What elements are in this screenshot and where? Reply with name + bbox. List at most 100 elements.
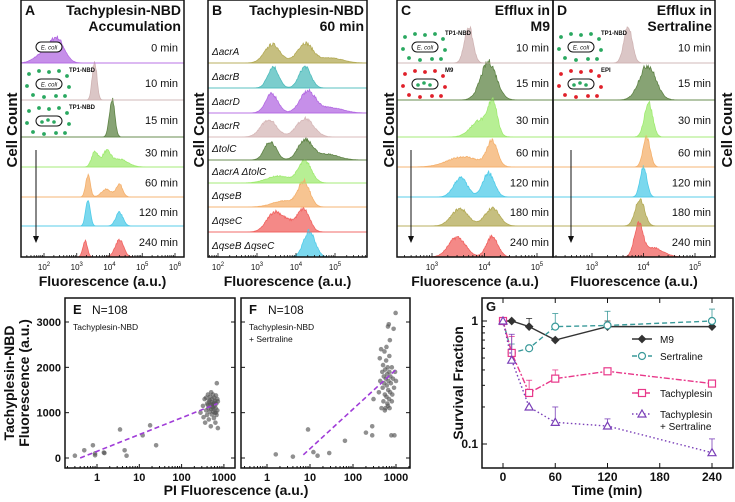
x-tick-label: 180 [650, 470, 670, 484]
y-tick-label: 0 [55, 453, 61, 465]
data-point [369, 433, 375, 438]
y-axis-label: Tachyplesin-NBD [1, 326, 17, 441]
x-tick-label: 240 [702, 470, 722, 484]
e-coli-cell-icon: E. coli TP1-NBD [557, 31, 628, 62]
molecule-dot [423, 70, 427, 74]
panel-title: M9 [531, 18, 551, 34]
data-point [369, 423, 375, 429]
x-tick-label: 1000 [384, 472, 408, 484]
data-point [363, 430, 369, 435]
x-tick-label: 103 [71, 262, 84, 272]
row-label: 10 min [678, 42, 711, 54]
tick-base: 10 [329, 263, 338, 272]
e-coli-cell-icon: E. coli [35, 41, 63, 53]
molecule-dot [557, 47, 561, 51]
molecule-dot [413, 32, 417, 36]
tick-base: 10 [290, 263, 299, 272]
tick-base: 10 [689, 263, 698, 272]
data-point [215, 425, 221, 431]
e-coli-cell-icon: TP1-NBD [25, 105, 96, 136]
circle-marker [551, 322, 560, 331]
data-point [203, 395, 209, 401]
molecule-dot [574, 95, 578, 99]
series-3: Tachyplesin+ Sertraline [497, 315, 718, 457]
panel-title: Tachyplesin-NBD [66, 2, 181, 18]
molecule-dot [403, 35, 407, 39]
row-label: 10 min [145, 78, 178, 90]
e-coli-cell-icon: M9 [401, 68, 454, 99]
panel-a: 0 min 10 min 15 min 30 min 60 min 120 min 240 … [4, 0, 185, 289]
tick-exponent: 5 [338, 262, 342, 268]
data-point [382, 349, 387, 354]
data-point [213, 420, 218, 425]
data-point [382, 408, 388, 413]
data-point [213, 393, 219, 398]
data-point [391, 326, 396, 332]
x-tick-label: 1000 [212, 472, 236, 484]
row-label: 10 min [516, 42, 549, 54]
molecule-dot [407, 93, 411, 97]
molecule-dot [439, 94, 443, 98]
tick-exponent: 3 [435, 262, 439, 268]
arrow-head-icon [568, 236, 574, 243]
cell-label: E. coli [41, 83, 58, 89]
molecule-dot [563, 93, 567, 97]
molecule-dot [557, 84, 561, 88]
molecule-dot [63, 94, 67, 98]
square-marker [525, 388, 534, 398]
molecule-dot [599, 48, 603, 52]
data-point [211, 415, 217, 421]
data-point [273, 452, 279, 457]
circle-marker [525, 344, 534, 353]
treatment-label: TP1-NBD [69, 68, 96, 74]
data-point [122, 447, 127, 453]
data-point [210, 406, 216, 411]
arrow-head-icon [33, 236, 39, 243]
molecule-dot [595, 94, 599, 98]
histograms [21, 35, 184, 257]
data-point [378, 346, 384, 352]
legend-label: M9 [660, 335, 674, 346]
molecule-dot [27, 109, 31, 113]
y-tick-label: 2000 [37, 362, 61, 374]
square-marker [603, 367, 612, 376]
x-tick-label: 105 [136, 262, 149, 272]
molecule-dot [418, 95, 422, 99]
triangle-marker [506, 354, 517, 364]
data-point [72, 453, 78, 459]
tick-exponent: 4 [112, 262, 116, 268]
legend-label: Sertraline [660, 352, 703, 363]
tick-exponent: 2 [47, 262, 51, 268]
cell-label: E. coli [417, 46, 434, 52]
molecule-dot [433, 32, 437, 36]
x-tick-label: 120 [597, 470, 617, 484]
row-label: ΔacrB [211, 72, 240, 83]
data-point [213, 410, 219, 415]
y-axis-label: Cell Count [191, 93, 208, 168]
panel-letter: C [401, 2, 411, 18]
treatment-label: EPI [601, 68, 611, 74]
panel-frame [64, 297, 236, 469]
data-point [371, 396, 376, 402]
data-point [388, 380, 394, 386]
panel-title: Efflux in [495, 2, 550, 18]
row-label: 15 min [516, 78, 549, 90]
y-axis-label: Cell Count [381, 93, 398, 168]
row-label: ΔtolC [211, 144, 237, 155]
molecule-dot [54, 131, 58, 135]
x-tick-label: 1 [94, 472, 100, 484]
molecule-dot [67, 122, 71, 126]
y-axis-label: Cell Count [719, 93, 735, 168]
molecule-dot [563, 56, 567, 60]
sample-size: N=108 [268, 303, 304, 317]
molecule-dot [599, 85, 603, 89]
y-axis-label: Cell Count [4, 93, 21, 168]
row-label: ΔacrR [211, 121, 240, 132]
y-tick-label: 1 [471, 314, 478, 328]
data-point [326, 450, 332, 456]
x-tick-label: 102 [38, 262, 51, 272]
treatment-label: TP1-NBD [69, 105, 96, 111]
treatment-label: TP1-NBD [445, 31, 472, 37]
x-axis-label: Fluorescence (a.u.) [411, 273, 539, 289]
panel-letter: D [557, 2, 567, 18]
